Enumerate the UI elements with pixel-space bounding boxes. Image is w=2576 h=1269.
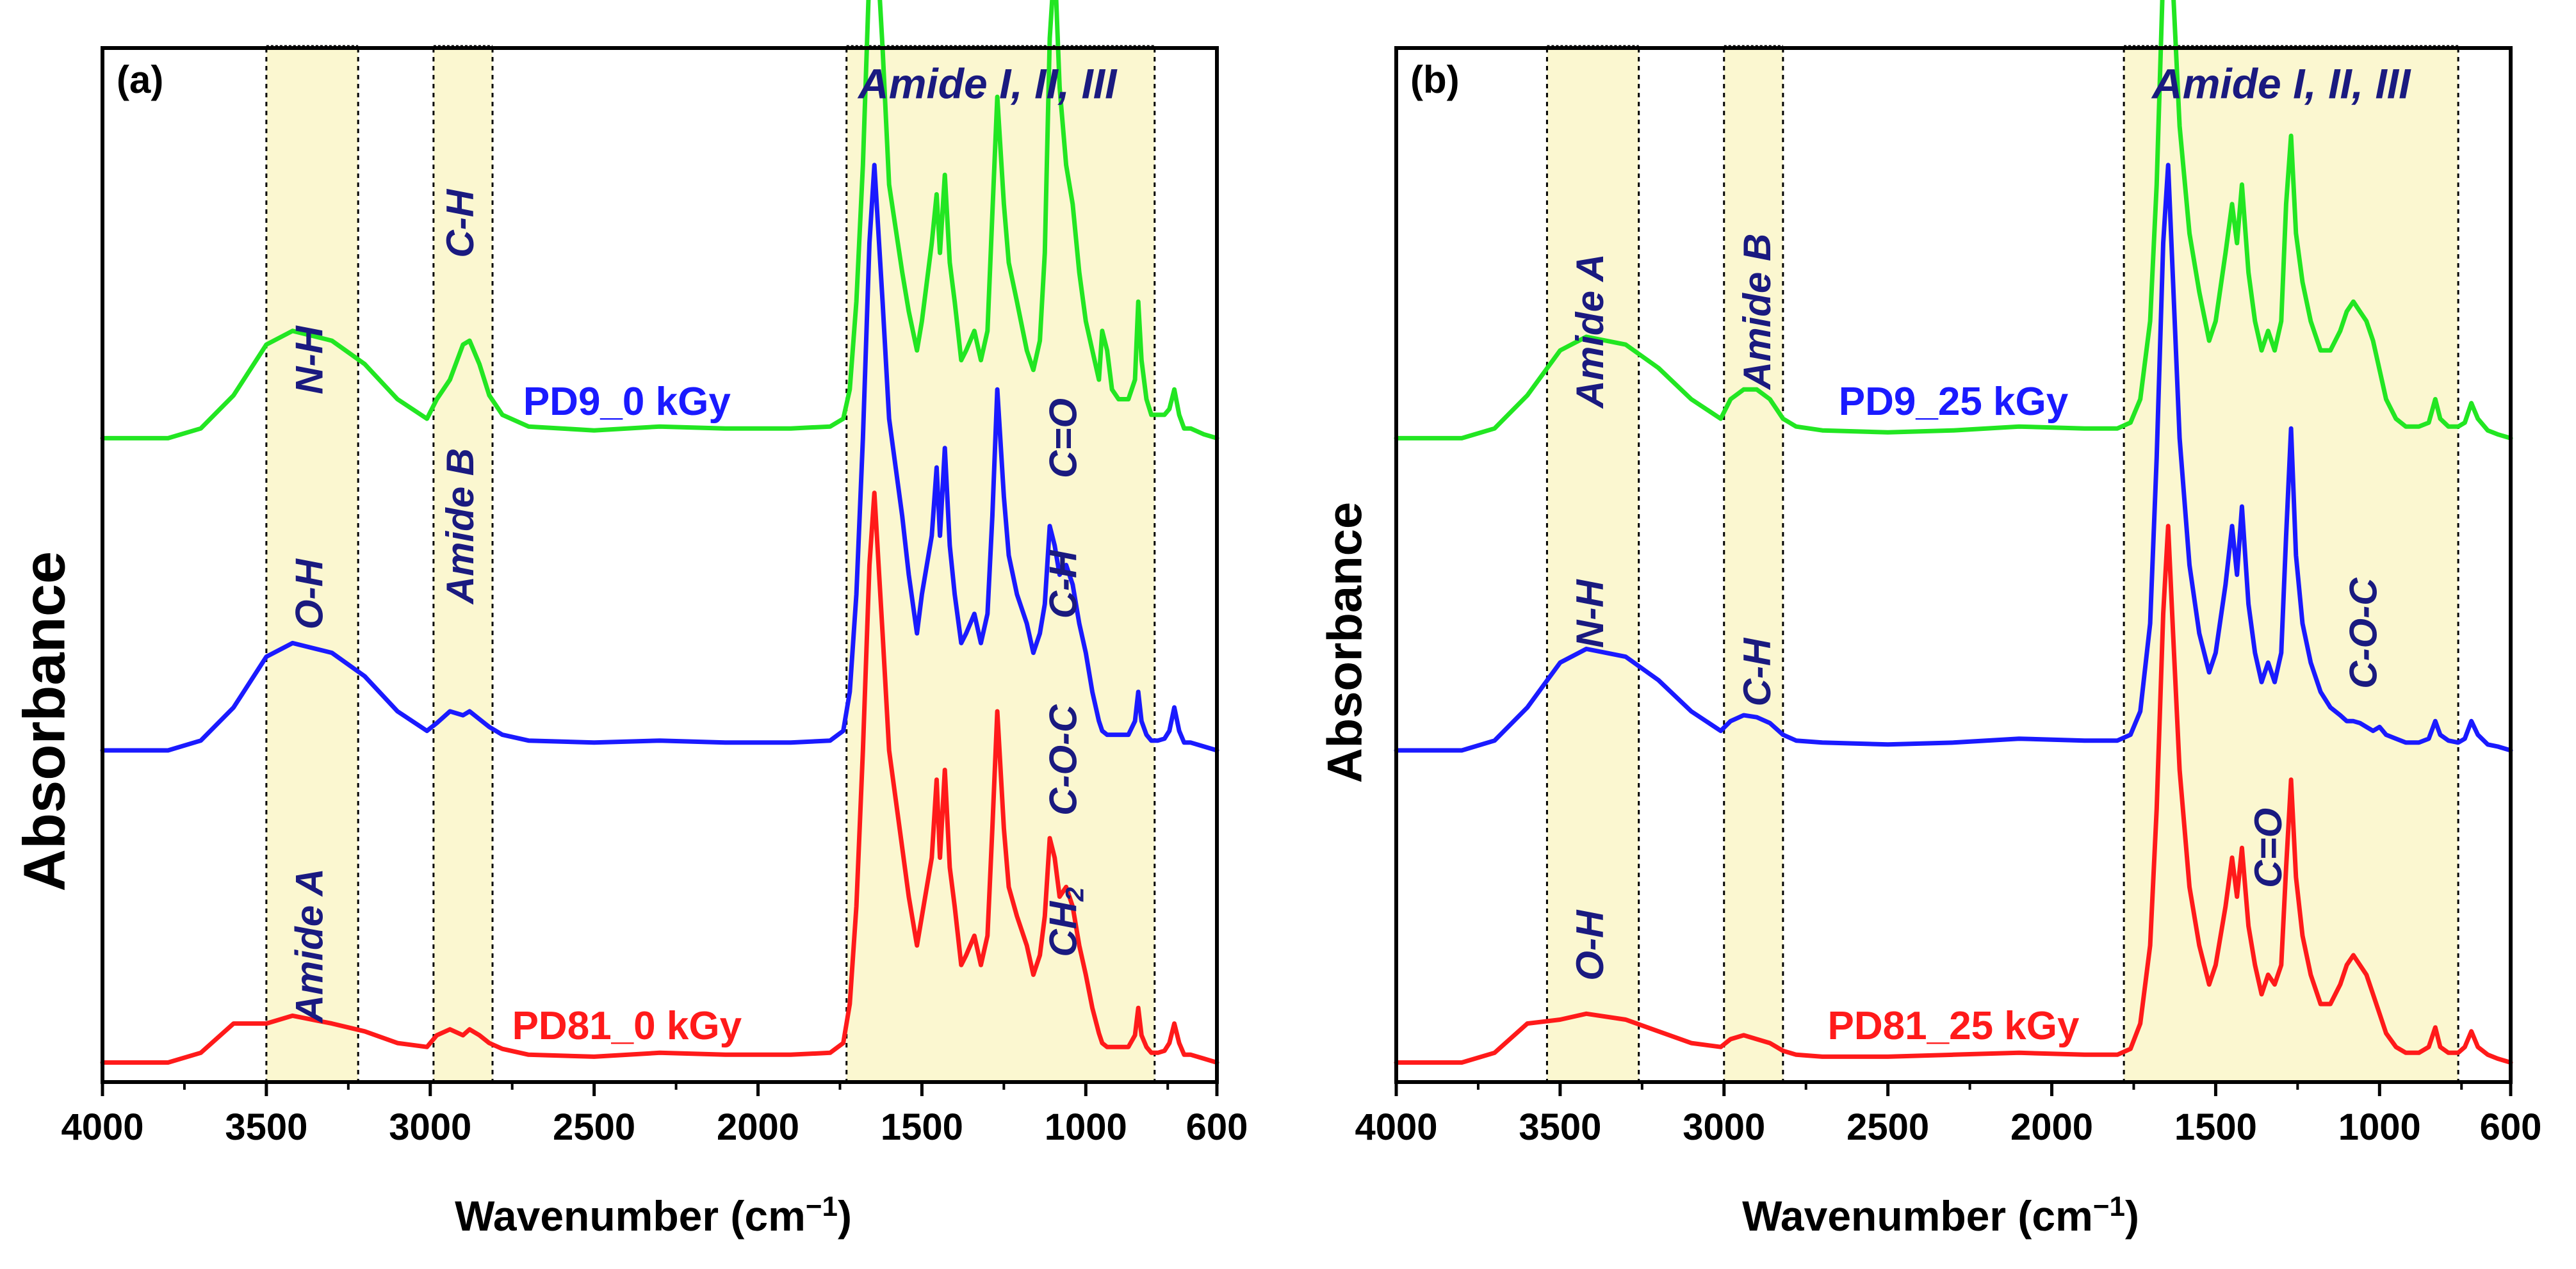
annotation-7: C-H: [1041, 549, 1084, 618]
x-axis-label-b-exponent: −1: [2092, 1191, 2125, 1222]
annotation-7: C=O: [2247, 808, 2290, 888]
region-2: [2124, 48, 2459, 1082]
annotation-4: Amide B: [439, 448, 482, 605]
y-axis-label-b: Absorbance: [1317, 501, 1373, 784]
annotation-5: Amide I, II, III: [2151, 60, 2411, 107]
axes-frame: [1394, 46, 2513, 1084]
x-axis-label-b-main: Wavenumber (cm: [1742, 1192, 2093, 1240]
x-axis-label-a-exponent: −1: [805, 1191, 838, 1222]
x-tick-label-6: 1000: [1045, 1106, 1127, 1148]
x-tick-label-0: 4000: [1355, 1106, 1437, 1148]
x-axis-label-a-main: Wavenumber (cm: [455, 1192, 806, 1240]
x-tick-label-2: 3000: [389, 1106, 471, 1148]
annotation-0: Amide A: [1569, 254, 1611, 409]
x-tick-label-5: 1500: [881, 1106, 963, 1148]
x-axis-label-b-close: ): [2124, 1192, 2139, 1240]
annotation-8: C-O-C: [1041, 704, 1084, 816]
axes-frame: [101, 46, 1219, 1084]
series-line-1: [100, 163, 1219, 753]
annotation-2: Amide A: [288, 868, 330, 1024]
annotation-6: C-O-C: [2342, 577, 2385, 689]
x-tick-label-4: 2000: [717, 1106, 799, 1148]
annotation-1: N-H: [1569, 579, 1611, 648]
series-label-2: PD81_0 kGy: [512, 1004, 742, 1048]
region-1: [1724, 48, 1783, 1082]
annotation-0: N-H: [288, 325, 330, 394]
x-tick-label-0: 4000: [61, 1106, 143, 1148]
annotation-5: Amide I, II, III: [857, 60, 1118, 107]
x-tick-label-7: 600: [2480, 1106, 2542, 1148]
series-line-2: [1394, 524, 2513, 1065]
region-0: [1547, 48, 1639, 1082]
annotation-4: C-H: [1736, 637, 1779, 706]
series-label-2: PD81_25 kGy: [1828, 1004, 2080, 1048]
annotation-3: C-H: [439, 188, 482, 257]
series-line-1: [1394, 163, 2513, 753]
region-1: [433, 48, 493, 1082]
x-tick-label-3: 2500: [1846, 1106, 1929, 1148]
annotation-2: O-H: [1569, 909, 1611, 981]
series-line-0: [100, 0, 1219, 441]
annotation-6: C=O: [1041, 398, 1084, 478]
annotation-3: Amide B: [1736, 234, 1779, 391]
panel-label: (b): [1410, 58, 1460, 101]
x-tick-label-1: 3500: [225, 1106, 307, 1148]
x-tick-label-1: 3500: [1519, 1106, 1601, 1148]
x-axis-label-a: Wavenumber (cm−1): [333, 1191, 974, 1240]
region-0: [266, 48, 359, 1082]
x-axis-label-a-close: ): [837, 1192, 852, 1240]
x-tick-label-5: 1500: [2174, 1106, 2257, 1148]
series-line-2: [100, 490, 1219, 1065]
series-label-1: PD9_0 kGy: [523, 380, 731, 424]
annotation-9: CH2: [1041, 887, 1089, 957]
x-tick-label-7: 600: [1186, 1106, 1248, 1148]
x-tick-label-6: 1000: [2338, 1106, 2421, 1148]
x-tick-label-4: 2000: [2010, 1106, 2093, 1148]
region-2: [846, 48, 1155, 1082]
series-label-1: PD9_25 kGy: [1839, 380, 2069, 424]
series-line-0: [1394, 0, 2513, 441]
annotation-1: O-H: [288, 558, 330, 630]
panel-label: (a): [117, 58, 163, 101]
x-axis-label-b: Wavenumber (cm−1): [1620, 1191, 2261, 1240]
x-tick-label-3: 2500: [553, 1106, 635, 1148]
x-tick-label-2: 3000: [1683, 1106, 1765, 1148]
y-axis-label-a: Absorbance: [12, 551, 77, 892]
